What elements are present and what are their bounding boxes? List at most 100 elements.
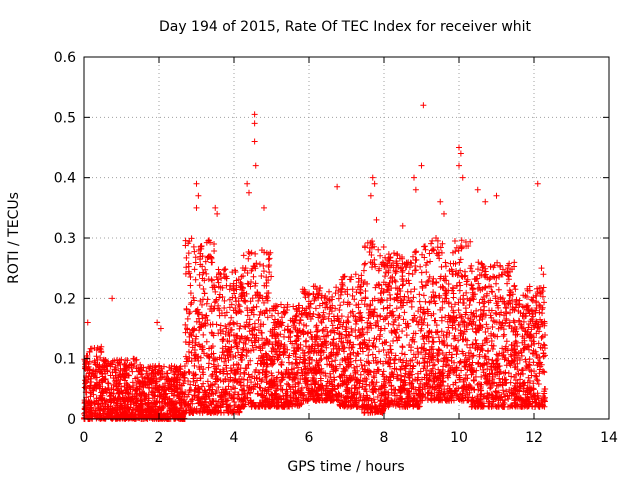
data-point: [390, 338, 397, 345]
data-point: [122, 397, 129, 404]
data-point: [326, 288, 333, 295]
data-point: [182, 270, 189, 277]
data-point: [121, 415, 128, 422]
data-point: [189, 409, 196, 416]
data-point: [201, 350, 208, 357]
data-point: [103, 362, 110, 369]
data-point: [166, 407, 173, 414]
data-point: [369, 351, 376, 358]
data-point: [205, 383, 212, 390]
data-point: [182, 389, 189, 396]
data-point: [108, 385, 115, 392]
data-point: [131, 387, 138, 394]
data-point: [91, 344, 98, 351]
data-point: [411, 286, 418, 293]
data-point: [206, 345, 213, 352]
data-point: [211, 240, 218, 247]
data-point: [436, 346, 443, 353]
data-point: [185, 263, 192, 270]
data-point: [339, 281, 346, 288]
data-point: [117, 396, 124, 403]
data-point: [100, 388, 107, 395]
data-point: [386, 291, 393, 298]
data-point: [456, 360, 463, 367]
data-point: [180, 380, 187, 387]
data-point: [428, 240, 435, 247]
data-point: [442, 259, 449, 266]
data-point: [112, 375, 119, 382]
data-point: [121, 377, 128, 384]
data-point: [219, 336, 226, 343]
data-point: [104, 367, 111, 374]
data-point: [189, 326, 196, 333]
data-point: [185, 250, 192, 257]
data-point: [204, 378, 211, 385]
data-point: [476, 299, 483, 306]
data-point: [418, 279, 425, 286]
data-point: [420, 309, 427, 316]
data-point: [82, 409, 89, 416]
data-point: [200, 269, 207, 276]
data-point: [153, 386, 160, 393]
data-point: [86, 349, 93, 356]
data-point: [116, 380, 123, 387]
data-point: [362, 260, 369, 267]
data-point: [209, 330, 216, 337]
data-point: [183, 254, 190, 261]
data-point: [191, 347, 198, 354]
data-point: [183, 325, 190, 332]
data-point: [148, 408, 155, 415]
data-point: [121, 366, 128, 373]
data-point: [94, 401, 101, 408]
data-point: [104, 386, 111, 393]
data-point: [244, 280, 251, 287]
data-point: [109, 409, 116, 416]
data-point: [197, 375, 204, 382]
data-point: [126, 364, 133, 371]
data-point: [187, 273, 194, 280]
data-point: [133, 394, 140, 401]
data-point: [260, 268, 267, 275]
data-point: [126, 414, 133, 421]
data-point: [183, 407, 190, 414]
data-point: [448, 303, 455, 310]
data-point: [185, 368, 192, 375]
data-point: [198, 383, 205, 390]
data-point: [210, 361, 217, 368]
data-point: [217, 322, 224, 329]
data-point: [366, 337, 373, 344]
data-point: [442, 263, 449, 270]
data-point: [254, 360, 261, 367]
data-point: [125, 372, 132, 379]
data-point: [419, 283, 426, 290]
data-point: [149, 369, 156, 376]
data-point: [237, 379, 244, 386]
data-point: [101, 358, 108, 365]
data-point: [184, 315, 191, 322]
data-point: [197, 343, 204, 350]
data-point: [450, 290, 457, 297]
data-point: [145, 376, 152, 383]
data-point: [168, 362, 175, 369]
data-point: [130, 355, 137, 362]
data-point: [190, 243, 197, 250]
data-point: [376, 348, 383, 355]
data-point: [540, 284, 547, 291]
data-point: [507, 309, 514, 316]
data-point: [317, 284, 324, 291]
data-point: [456, 259, 463, 266]
data-point: [140, 412, 147, 419]
data-point: [362, 294, 369, 301]
data-point: [196, 396, 203, 403]
data-point: [211, 284, 218, 291]
data-point: [429, 237, 436, 244]
data-point: [196, 366, 203, 373]
data-point: [221, 358, 228, 365]
data-point: [168, 386, 175, 393]
data-point: [198, 395, 205, 402]
data-point: [416, 291, 423, 298]
data-point: [191, 392, 198, 399]
data-point: [205, 364, 212, 371]
data-point: [88, 399, 95, 406]
data-point: [422, 298, 429, 305]
